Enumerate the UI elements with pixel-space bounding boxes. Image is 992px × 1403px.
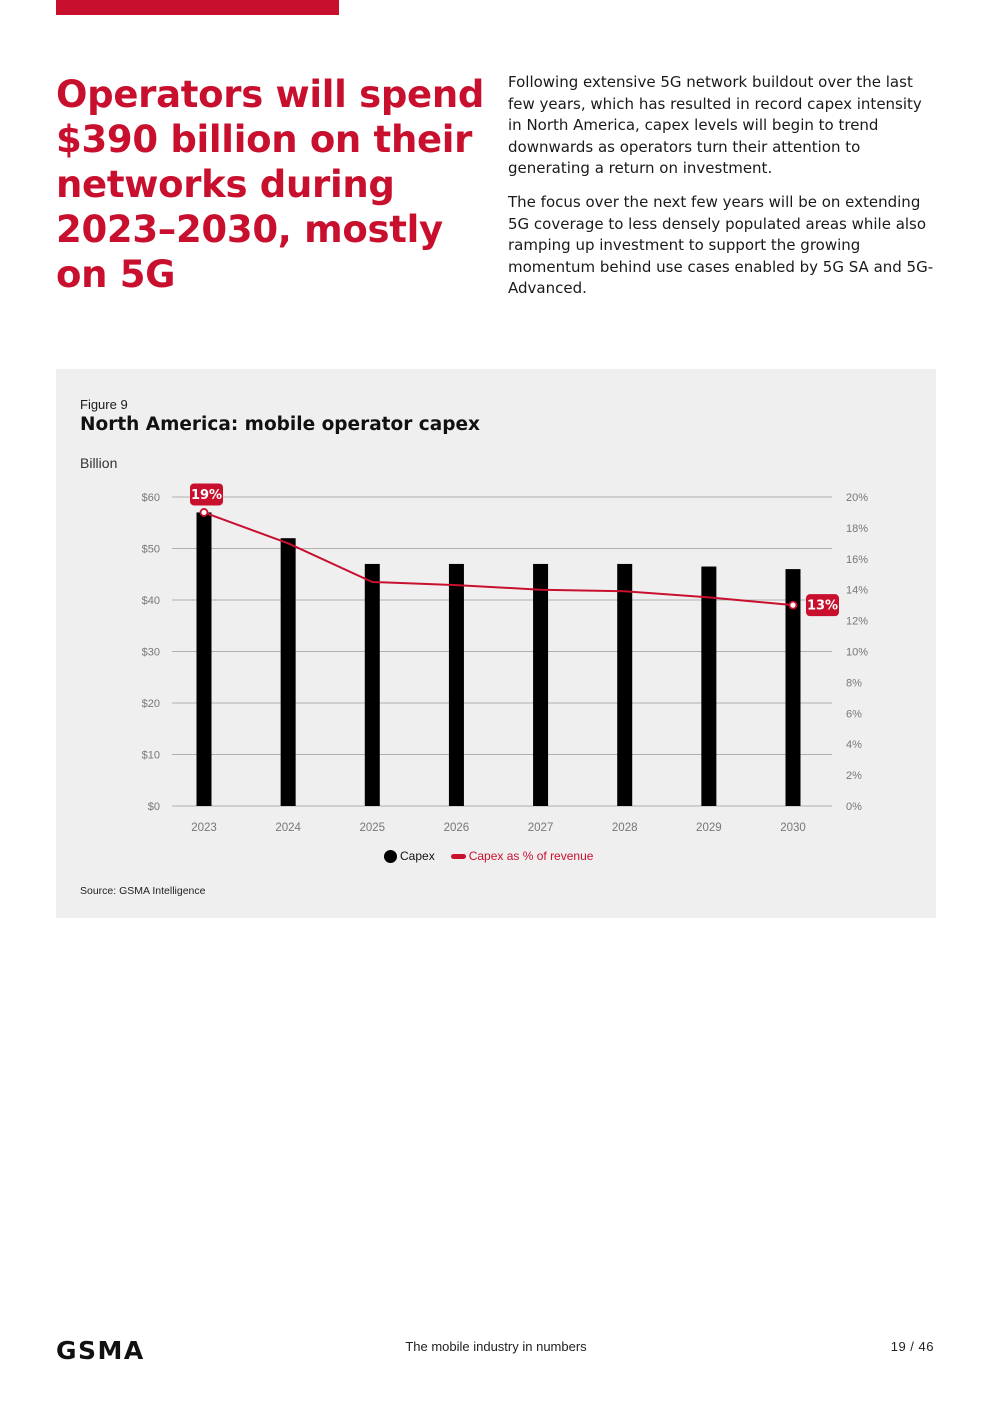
capex-bar (617, 563, 633, 806)
x-tick-label: 2029 (696, 822, 722, 834)
y-tick-label-left: $20 (142, 698, 160, 710)
figure-label: Figure 9 (80, 397, 128, 412)
y-tick-label-right: 16% (846, 554, 868, 566)
figure-title: North America: mobile operator capex (80, 414, 480, 435)
y-tick-label-left: $60 (142, 492, 160, 504)
unit-label: Billion (80, 455, 118, 471)
annotation-badge (806, 594, 839, 617)
x-tick-label: 2028 (612, 822, 638, 834)
capex-bar (785, 569, 801, 806)
legend-label-capex-pct: Capex as % of revenue (468, 849, 594, 863)
annotation-badge (190, 483, 223, 506)
legend-swatch-capex-pct (450, 853, 466, 859)
capex-bar (196, 512, 212, 806)
y-tick-label-right: 20% (846, 492, 868, 504)
footer-publication-title: The mobile industry in numbers (405, 1339, 587, 1354)
y-tick-label-left: $40 (142, 595, 160, 607)
annotation-label: 13% (807, 599, 838, 614)
figure-source: Source: GSMA Intelligence (80, 885, 206, 897)
y-tick-label-left: $10 (142, 750, 160, 762)
y-tick-label-right: 2% (846, 770, 862, 782)
y-tick-label-right: 18% (846, 523, 868, 535)
y-tick-label-right: 12% (846, 616, 868, 628)
y-tick-label-right: 4% (846, 739, 862, 751)
x-tick-label: 2026 (444, 822, 470, 834)
intro-paragraph-1: Following extensive 5G network buildout … (508, 73, 922, 178)
capex-pct-marker (788, 600, 798, 610)
y-tick-label-right: 14% (846, 585, 868, 597)
legend-item-capex: Capex (384, 849, 435, 863)
capex-chart: $0 $10 $20 $30 $40 $50 $60 0% 2% 4% 6% 8% 10% 12% 14% 1… (142, 483, 868, 834)
capex-bar (701, 566, 717, 806)
y-tick-label-right: 8% (846, 677, 862, 689)
x-tick-label: 2024 (275, 822, 301, 834)
annotation-label: 19% (191, 488, 222, 503)
capex-bar (280, 538, 296, 806)
legend-item-capex-pct: Capex as % of revenue (450, 849, 594, 863)
x-tick-label: 2023 (191, 822, 217, 834)
figure-panel: Figure 9 North America: mobile operator … (56, 369, 936, 918)
top-accent-bar (56, 0, 339, 15)
y-tick-label-right: 0% (846, 801, 862, 813)
y-tick-label-right: 10% (846, 647, 868, 659)
page-headline: Operators will spend $390 billion on the… (56, 73, 485, 296)
chart-legend: Capex Capex as % of revenue (384, 849, 593, 863)
capex-bar (533, 563, 549, 806)
gsma-logo: GSMA (56, 1336, 145, 1365)
legend-label-capex: Capex (400, 849, 435, 863)
y-tick-label-right: 6% (846, 708, 862, 720)
intro-text: Following extensive 5G network buildout … (508, 72, 938, 312)
capex-pct-marker (199, 508, 209, 517)
capex-bar (364, 563, 380, 806)
y-tick-label-left: $0 (148, 801, 160, 813)
intro-paragraph-2: The focus over the next few years will b… (508, 192, 934, 298)
page-number: 19 / 46 (890, 1339, 934, 1354)
x-tick-label: 2027 (528, 822, 554, 834)
y-tick-label-left: $50 (142, 544, 160, 556)
x-tick-label: 2030 (780, 822, 806, 834)
capex-pct-line (203, 511, 794, 607)
y-tick-label-left: $30 (142, 647, 160, 659)
x-tick-label: 2025 (359, 822, 385, 834)
legend-swatch-capex (384, 849, 397, 863)
capex-bar (448, 563, 464, 806)
